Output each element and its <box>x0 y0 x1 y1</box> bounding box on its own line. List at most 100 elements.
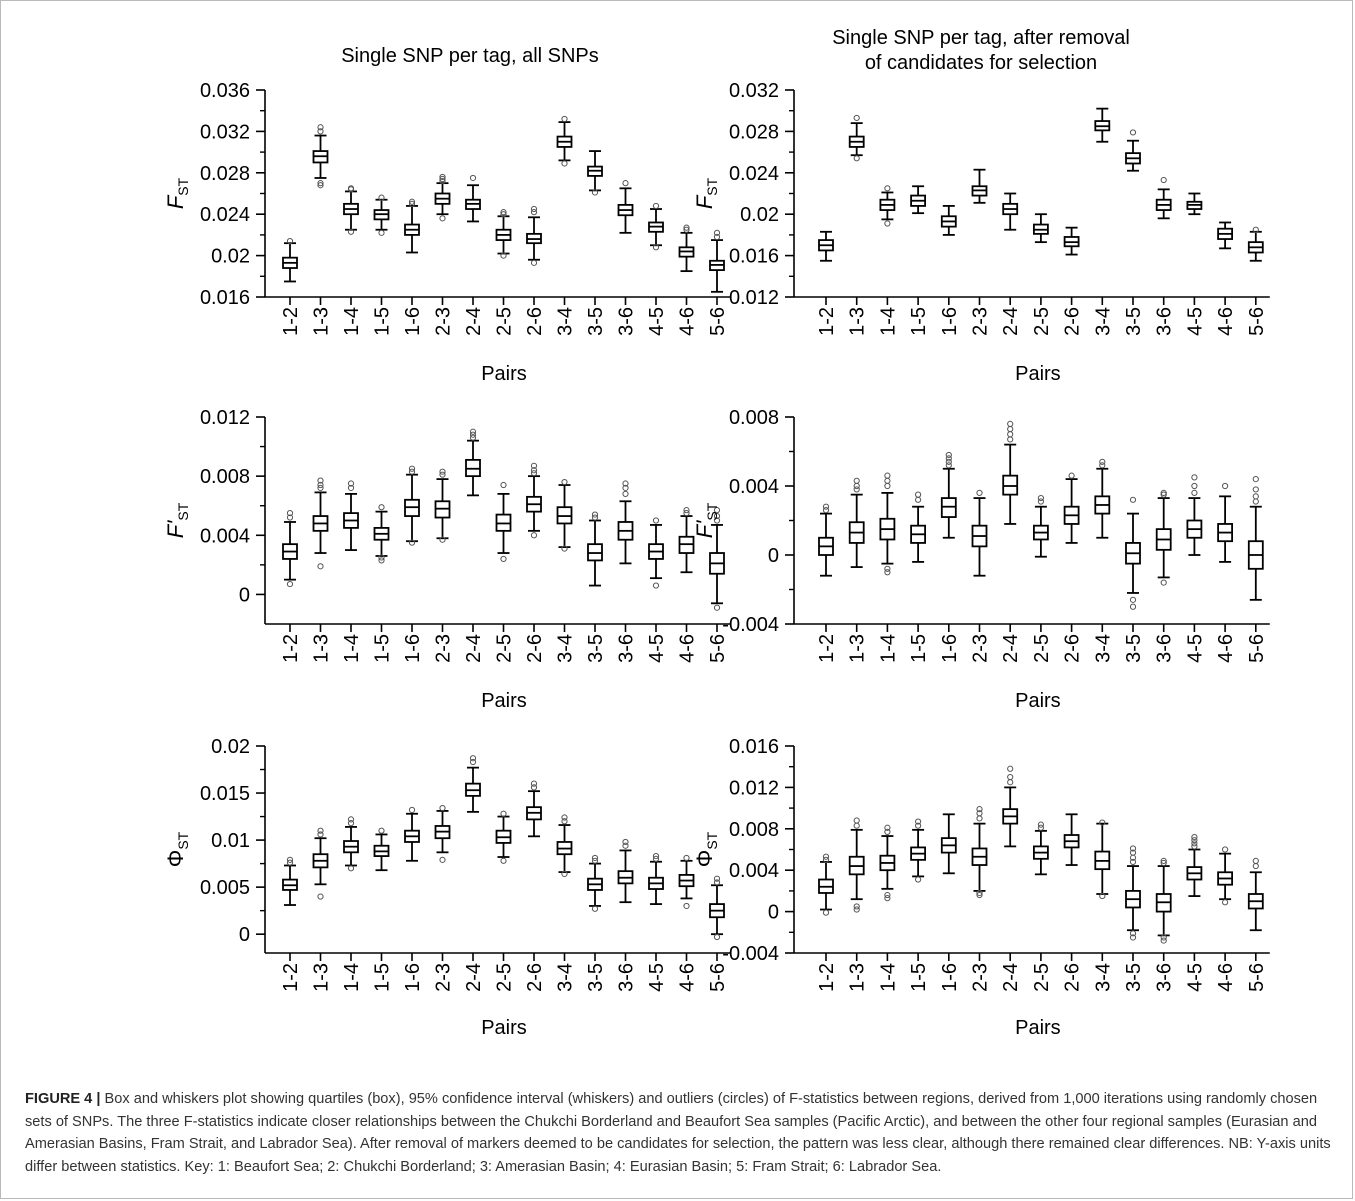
panel-3-xtick-label: 1-5 <box>372 634 394 663</box>
outlier-point <box>884 569 891 576</box>
outlier-point <box>347 865 355 872</box>
panel-5-xtick-label: 2-3 <box>433 963 455 992</box>
panel-6-box-1-4 <box>879 824 896 902</box>
outlier-point <box>822 507 830 514</box>
panel-6-box-1-6 <box>940 813 957 875</box>
outlier-point <box>286 514 294 521</box>
outlier-point <box>1099 892 1106 900</box>
panel-2-ylabel-sub: ST <box>704 177 720 195</box>
panel-6-box-3-6 <box>1155 857 1172 944</box>
outlier-point <box>884 185 891 192</box>
outlier-point <box>408 198 416 205</box>
outlier-point <box>561 160 568 167</box>
outlier-point <box>500 481 507 489</box>
panel-2-xtick-label: 1-3 <box>847 307 869 336</box>
panel-3-xtick-label: 1-6 <box>402 634 424 663</box>
outlier-point <box>439 536 446 543</box>
panel-6: -0.004 0 0.004 0.008 0.012 0.016 ΦST 1-2 1-3 1-4 1… <box>692 736 1270 1039</box>
panel-1-box-1-2 <box>282 238 298 283</box>
panel-6-xtick-label: 5-6 <box>1246 963 1268 992</box>
panel-4-xtick-label: 3-4 <box>1092 634 1114 663</box>
panel-2-xtick-label: 5-6 <box>1246 307 1268 336</box>
outlier-point <box>683 902 690 910</box>
panel-6-box-1-3 <box>848 817 865 913</box>
panel-3-xtick-label: 2-3 <box>433 634 455 663</box>
panel-6-ytick-label: 0.012 <box>729 777 779 799</box>
panel-5-xtick-label: 3-5 <box>585 963 607 992</box>
panel-2-box-1-2 <box>818 230 834 262</box>
panel-1-box-1-6 <box>404 198 420 254</box>
outlier-point <box>1160 491 1167 498</box>
outlier-point <box>469 758 477 766</box>
outlier-point <box>1222 899 1229 906</box>
panel-2-title-line2: of candidates for selection <box>865 52 1097 74</box>
outlier-point <box>591 514 599 521</box>
panel-1: Single SNP per tag, all SNPs 0.016 0.02 0.0… <box>163 45 731 385</box>
panel-4-box-1-5 <box>910 491 926 563</box>
panel-2-xlabel: Pairs <box>1015 363 1061 385</box>
panel-5-xtick-label: 2-4 <box>463 963 485 992</box>
panel-6-xlabel: Pairs <box>1015 1017 1061 1039</box>
outlier-point <box>622 490 629 497</box>
panel-4-xtick-label: 5-6 <box>1246 634 1268 663</box>
panel-3-box-4-5 <box>648 517 664 589</box>
outlier-point <box>1007 431 1014 438</box>
outlier-point <box>884 828 891 836</box>
panel-5-box-2-4 <box>465 755 481 813</box>
panel-6-box-1-2 <box>818 853 834 916</box>
panel-6-xtick-label: 1-5 <box>908 963 930 992</box>
panel-2-ylabel: FST <box>692 177 720 209</box>
panel-2-box-2-4 <box>1002 192 1019 231</box>
panel-2-ytick-label: 0.016 <box>729 246 779 268</box>
panel-3-xtick-label: 3-6 <box>616 634 638 663</box>
panel-2-xtick-label: 3-6 <box>1154 307 1176 336</box>
panel-4-ylabel-main: F' <box>692 520 717 538</box>
outlier-point <box>884 895 891 902</box>
outlier-point <box>1007 425 1014 433</box>
panel-6-box-3-5 <box>1125 845 1141 941</box>
panel-5-box-1-6 <box>404 806 420 862</box>
panel-3-box-3-6 <box>617 480 634 565</box>
panel-5-xtick-label: 1-4 <box>341 963 363 992</box>
outlier-point <box>561 818 568 825</box>
panel-6-xtick-label: 3-5 <box>1123 963 1145 992</box>
panel-3-ytick-label: 0.004 <box>200 525 250 547</box>
panel-1-title: Single SNP per tag, all SNPs <box>341 45 599 67</box>
outlier-point <box>1252 226 1259 233</box>
panel-1-box-1-4 <box>343 185 359 235</box>
outlier-point <box>822 853 830 860</box>
panel-4-box-4-6 <box>1217 482 1233 563</box>
panel-2: Single SNP per tag, after removal of cand… <box>692 27 1270 385</box>
panel-5-box-5-6 <box>709 875 725 941</box>
panel-3-xtick-label: 1-3 <box>311 634 333 663</box>
panel-4-xtick-label: 1-2 <box>816 634 838 663</box>
panel-3-ylabel-main: F' <box>163 520 188 538</box>
panel-4-xtick-label: 4-5 <box>1184 634 1206 663</box>
outlier-point <box>853 903 860 910</box>
panel-1-box-4-5 <box>648 202 664 251</box>
outlier-point <box>347 480 355 487</box>
panel-4-box-2-4 <box>1002 420 1019 525</box>
panel-6-ylabel: ΦST <box>692 831 720 867</box>
outlier-point <box>1252 476 1259 483</box>
outlier-point <box>439 177 446 185</box>
panel-5-box-4-6 <box>678 854 695 910</box>
panel-3-box-3-4 <box>556 478 573 552</box>
panel-4: -0.004 0 0.004 0.008 F'ST 1-2 1-3 1-4 1-5 1-6 2-3 2… <box>692 407 1270 712</box>
panel-6-ytick-label: 0.016 <box>729 736 779 758</box>
panel-3-box-3-5 <box>587 511 603 587</box>
outlier-point <box>915 822 922 829</box>
panel-6-ytick-label: 0.004 <box>729 860 779 882</box>
panel-4-box-1-6 <box>940 451 957 539</box>
panel-5-box-1-3 <box>312 827 329 900</box>
panel-3-ytick-label: 0 <box>239 584 250 606</box>
outlier-point <box>439 215 446 222</box>
panel-3-xtick-label: 2-5 <box>494 634 516 663</box>
panel-6-xtick-label: 2-4 <box>1000 963 1022 992</box>
panel-2-ytick-label: 0.032 <box>729 80 779 102</box>
outlier-point <box>1252 857 1259 864</box>
panel-1-xtick-label: 3-5 <box>585 307 607 336</box>
outlier-point <box>317 477 324 484</box>
panel-6-box-5-6 <box>1247 857 1264 932</box>
panel-2-box-4-6 <box>1217 221 1233 250</box>
